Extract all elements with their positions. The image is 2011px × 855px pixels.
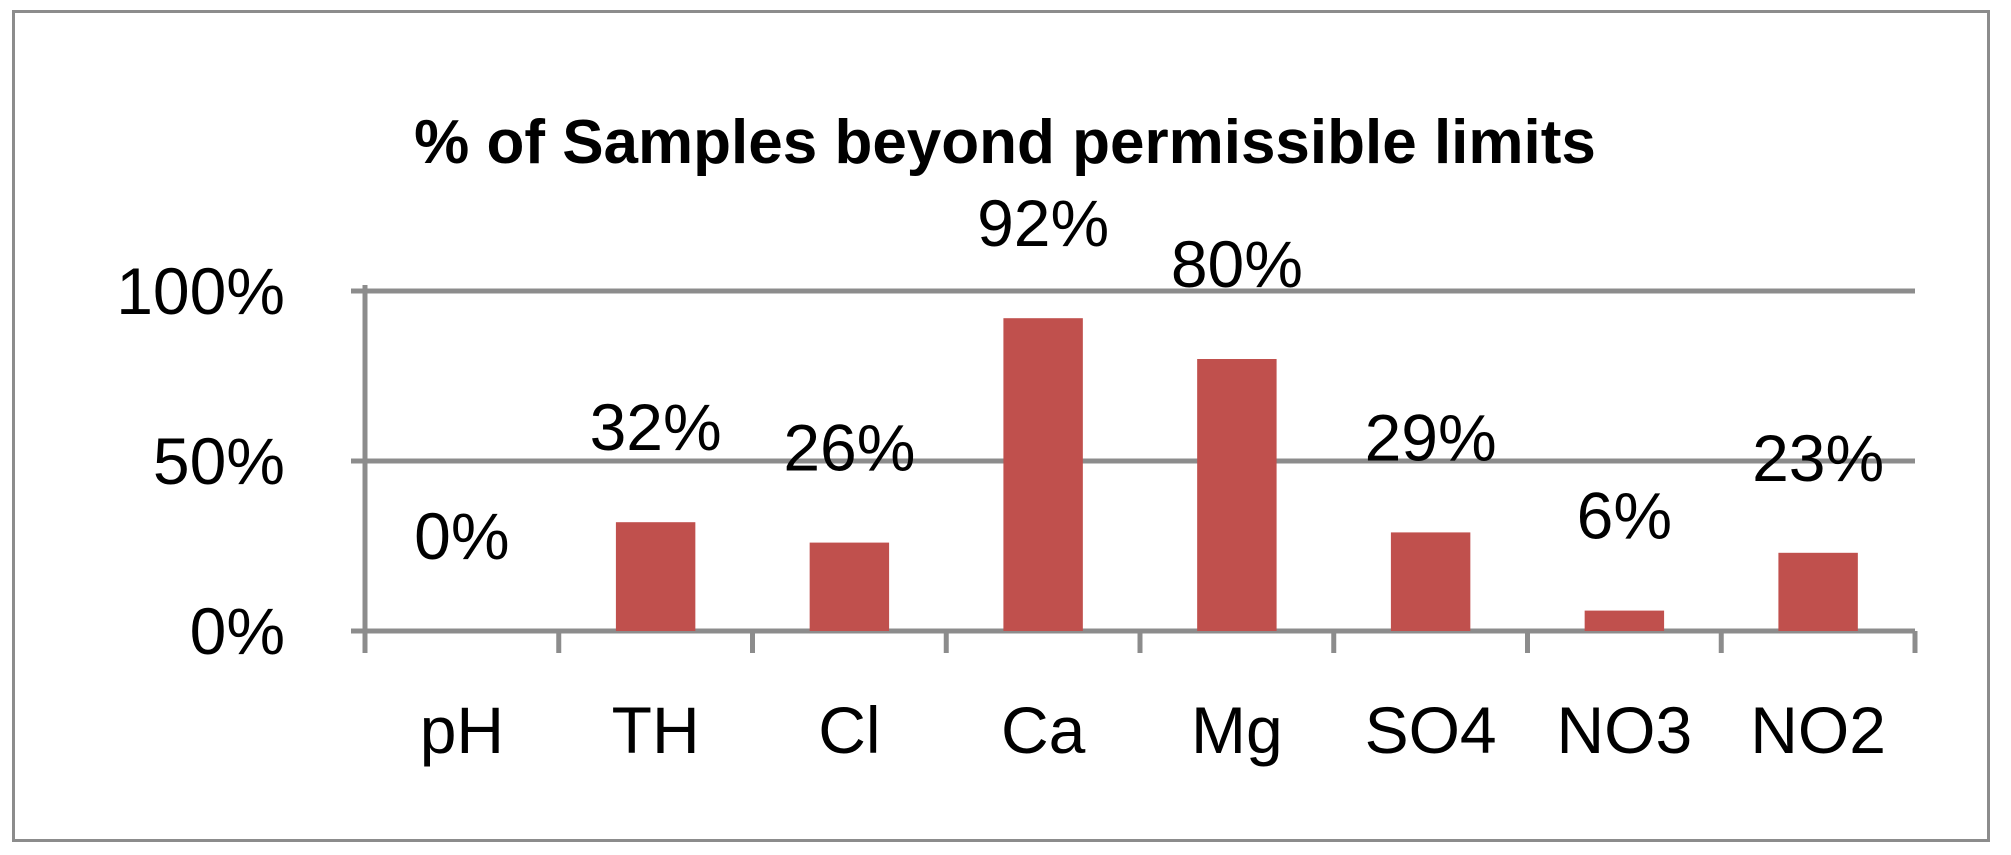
x-category-label-so4: SO4 (1365, 693, 1497, 767)
bar-th (615, 522, 696, 631)
gridlines (365, 288, 1915, 464)
bar-so4 (1390, 532, 1471, 631)
x-category-label-cl: Cl (818, 693, 880, 767)
data-label-ph: 0% (414, 499, 509, 573)
x-category-label-no2: NO2 (1750, 693, 1886, 767)
axes (351, 285, 1918, 653)
x-category-label-ca: Ca (1001, 693, 1086, 767)
bar-mg (1197, 359, 1277, 631)
y-tick-label: 0% (190, 594, 285, 668)
y-tick-label: 100% (116, 254, 285, 328)
chart-title: % of Samples beyond permissible limits (414, 108, 1596, 177)
x-category-label-th: TH (612, 693, 700, 767)
bar-cl (809, 542, 890, 631)
y-axis-tick-labels: 0% 50% 100% (116, 254, 285, 668)
data-label-cl: 26% (783, 411, 915, 485)
data-label-so4: 29% (1365, 400, 1497, 474)
bar-no2 (1778, 552, 1858, 631)
data-labels: 0% 32% 26% 92% 80% 29% 6% 23% (414, 186, 1884, 573)
x-category-label-ph: pH (420, 693, 504, 767)
data-label-no2: 23% (1752, 421, 1884, 495)
data-label-mg: 80% (1171, 227, 1303, 301)
bars (615, 318, 1858, 631)
data-label-no3: 6% (1577, 479, 1672, 553)
bar-no3 (1584, 610, 1665, 631)
x-category-label-no3: NO3 (1557, 693, 1693, 767)
data-label-ca: 92% (977, 186, 1109, 260)
x-axis-category-labels: pH TH Cl Ca Mg SO4 NO3 NO2 (420, 693, 1886, 767)
bar-ca (1003, 318, 1083, 631)
data-label-th: 32% (590, 390, 722, 464)
y-tick-label: 50% (153, 424, 285, 498)
x-category-label-mg: Mg (1191, 693, 1283, 767)
chart-frame (12, 10, 1990, 842)
